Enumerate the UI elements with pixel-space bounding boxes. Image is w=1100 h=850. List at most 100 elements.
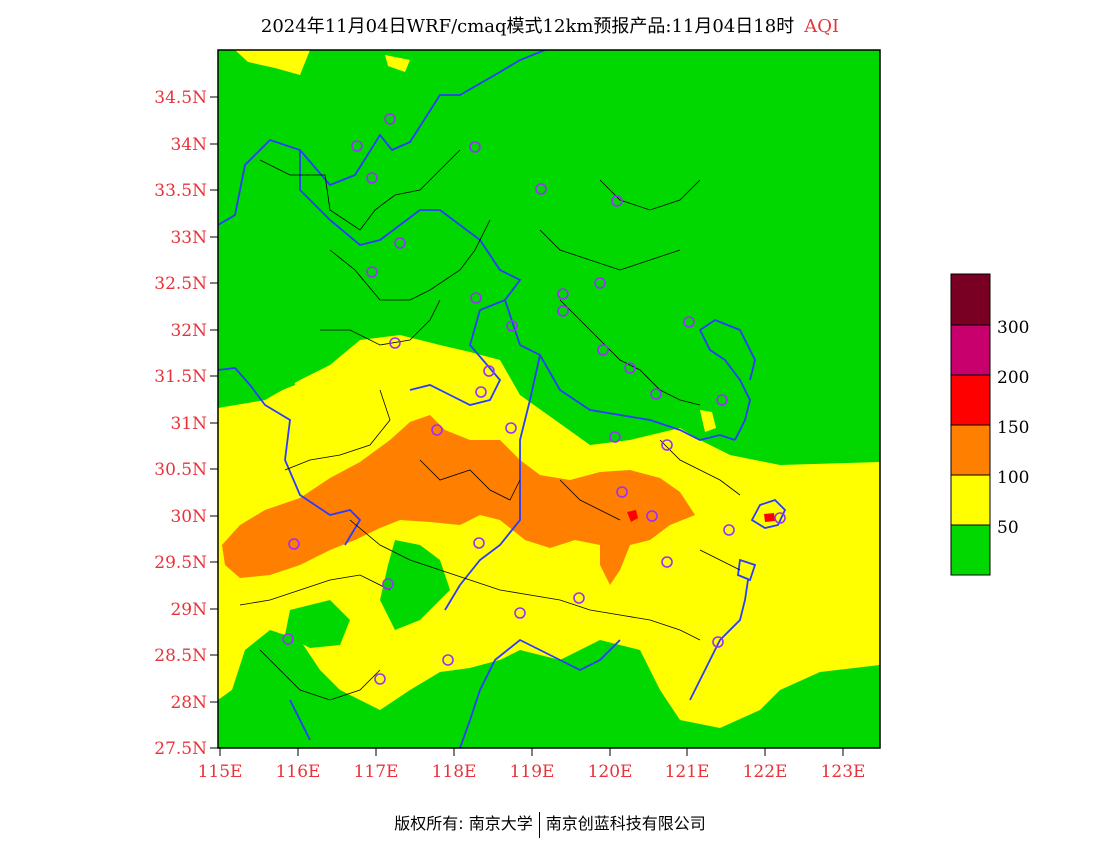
lon-tick-label: 120E xyxy=(588,762,633,782)
station-marker xyxy=(557,305,569,317)
county-boundaries xyxy=(239,149,741,701)
station-marker xyxy=(431,424,443,436)
aqi-moderate-region xyxy=(700,410,716,432)
lon-tick-label: 122E xyxy=(743,762,788,782)
footer-divider xyxy=(538,811,540,838)
lat-tick-label: 32.5N xyxy=(154,274,207,294)
station-marker xyxy=(723,524,735,536)
aqi-unhealthy-region xyxy=(627,510,638,522)
station-marker xyxy=(609,431,621,443)
legend-swatch xyxy=(951,325,990,375)
aqi-moderate-region xyxy=(385,55,410,72)
lon-tick-label: 121E xyxy=(665,762,710,782)
station-marker xyxy=(475,386,487,398)
station-marker xyxy=(661,439,673,451)
aqi-color-legend: 300 200 150 100 50 xyxy=(950,273,1029,576)
lat-tick-label: 34N xyxy=(170,135,207,155)
lon-tick-label: 116E xyxy=(276,762,321,782)
monitoring-stations xyxy=(282,113,786,685)
station-marker xyxy=(594,277,606,289)
legend-swatch xyxy=(951,525,990,575)
station-marker xyxy=(394,237,406,249)
station-marker xyxy=(506,320,518,332)
station-marker xyxy=(573,592,585,604)
lat-tick-label: 30N xyxy=(170,507,207,527)
station-marker xyxy=(557,288,569,300)
aqi-good-region xyxy=(285,600,350,648)
legend-swatch xyxy=(951,425,990,475)
aqi-good-region xyxy=(252,355,295,395)
lat-tick-label: 34.5N xyxy=(154,88,207,108)
lon-tick-label: 119E xyxy=(510,762,555,782)
station-marker xyxy=(442,654,454,666)
legend-label: 100 xyxy=(997,468,1029,488)
station-marker xyxy=(535,183,547,195)
station-marker xyxy=(366,266,378,278)
lat-tick-label: 30.5N xyxy=(154,460,207,480)
station-marker xyxy=(382,578,394,590)
plot-frame xyxy=(217,49,881,749)
lon-tick-label: 117E xyxy=(354,762,399,782)
station-marker xyxy=(597,344,609,356)
legend-label: 300 xyxy=(997,318,1029,338)
aqi-unhealthy-region xyxy=(764,513,775,522)
lat-tick-label: 28.5N xyxy=(154,646,207,666)
lat-tick-label: 32N xyxy=(170,321,207,341)
station-marker xyxy=(384,113,396,125)
station-marker xyxy=(473,537,485,549)
station-marker xyxy=(505,422,517,434)
station-marker xyxy=(683,316,695,328)
legend-swatch xyxy=(951,475,990,525)
aqi-usg-region xyxy=(222,415,695,585)
station-marker xyxy=(366,172,378,184)
station-marker xyxy=(483,365,495,377)
station-marker xyxy=(650,388,662,400)
station-marker xyxy=(469,141,481,153)
station-marker xyxy=(624,362,636,374)
station-marker xyxy=(470,292,482,304)
map-plot-area xyxy=(218,50,880,748)
station-marker xyxy=(716,394,728,406)
aqi-good-region xyxy=(380,540,450,630)
lat-tick-label: 29.5N xyxy=(154,553,207,573)
map-title: 2024年11月04日WRF/cmaq模式12km预报产品:11月04日18时 A… xyxy=(0,12,1100,38)
aqi-good-region xyxy=(218,640,880,748)
legend-label: 50 xyxy=(997,518,1019,538)
copyright-text: 版权所有: 南京大学 xyxy=(394,814,533,833)
lat-tick-label: 28N xyxy=(170,693,207,713)
lat-tick-label: 31.5N xyxy=(154,367,207,387)
station-marker xyxy=(646,510,658,522)
title-variable: AQI xyxy=(804,16,840,37)
station-marker xyxy=(712,636,724,648)
station-marker xyxy=(514,607,526,619)
lat-tick-label: 31N xyxy=(170,414,207,434)
station-marker xyxy=(282,633,294,645)
lat-tick-label: 33.5N xyxy=(154,181,207,201)
lon-tick-label: 115E xyxy=(198,762,243,782)
aqi-moderate-region xyxy=(235,50,310,75)
copyright-footer: 版权所有: 南京大学 南京创蓝科技有限公司 xyxy=(0,810,1100,838)
station-marker xyxy=(611,195,623,207)
lon-tick-label: 123E xyxy=(821,762,866,782)
station-marker xyxy=(288,538,300,550)
station-marker xyxy=(351,140,363,152)
legend-swatch xyxy=(951,274,990,325)
lon-tick-label: 118E xyxy=(432,762,477,782)
latitude-axis: 34.5N 34N 33.5N 33N 32.5N 32N 31.5N 31N … xyxy=(154,88,218,759)
lat-tick-label: 27.5N xyxy=(154,739,207,759)
station-marker xyxy=(661,556,673,568)
lat-tick-label: 29N xyxy=(170,600,207,620)
lat-tick-label: 33N xyxy=(170,228,207,248)
station-marker xyxy=(389,337,401,349)
title-main: 2024年11月04日WRF/cmaq模式12km预报产品:11月04日18时 xyxy=(260,16,795,37)
station-marker xyxy=(374,673,386,685)
legend-label: 150 xyxy=(997,418,1029,438)
legend-label: 200 xyxy=(997,368,1029,388)
province-boundaries xyxy=(218,50,787,748)
legend-swatch xyxy=(951,375,990,425)
longitude-axis: 115E 116E 117E 118E 119E 120E 121E 122E … xyxy=(198,748,866,782)
station-marker xyxy=(616,486,628,498)
company-name: 南京创蓝科技有限公司 xyxy=(545,814,706,833)
station-marker xyxy=(774,512,786,524)
